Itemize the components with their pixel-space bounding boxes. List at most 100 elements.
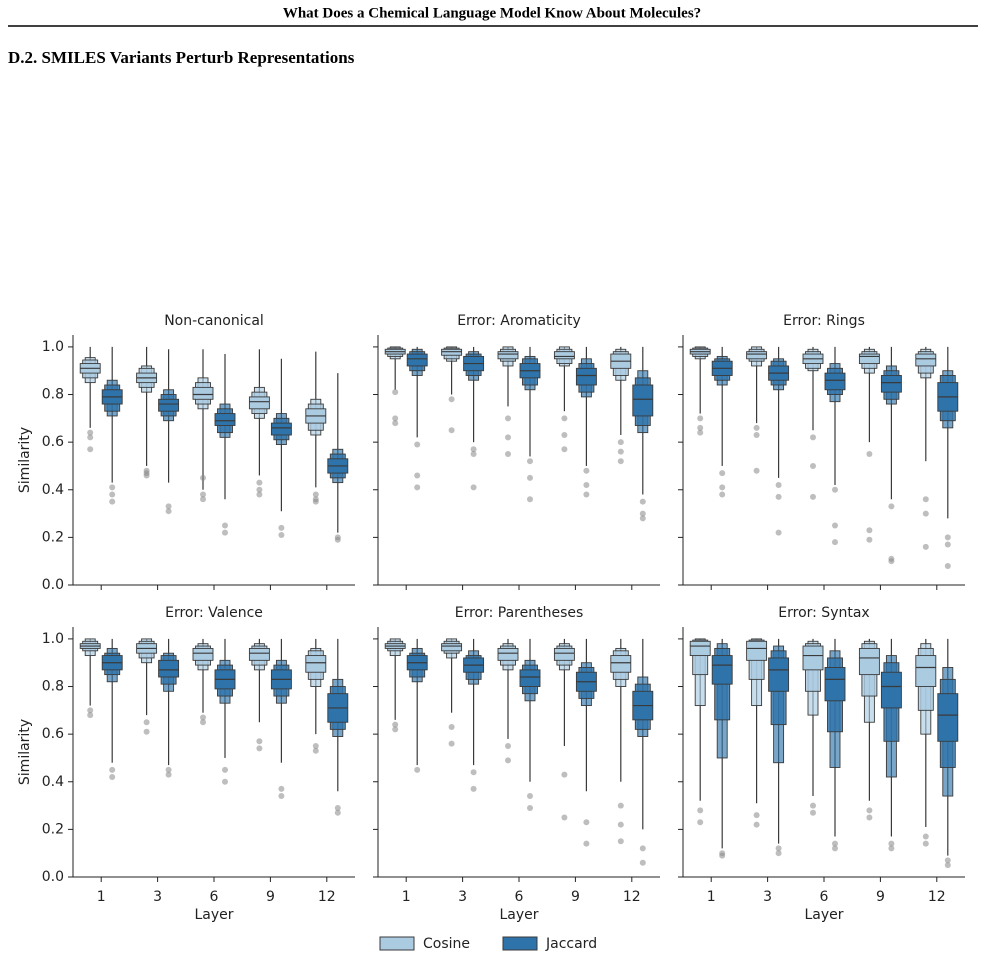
outlier <box>470 769 477 776</box>
outlier <box>278 785 285 792</box>
outlier <box>697 429 704 436</box>
letter-value-box <box>192 647 214 661</box>
outlier <box>527 474 533 481</box>
outlier <box>200 714 206 721</box>
outlier <box>719 484 726 491</box>
y-tick-label: 0.8 <box>42 679 64 695</box>
outlier <box>334 536 341 543</box>
letter-value-box <box>610 655 632 673</box>
letter-value-box <box>214 413 236 426</box>
outlier <box>392 726 399 733</box>
x-tick-label: 1 <box>97 889 106 905</box>
y-axis-label: Similarity <box>17 719 33 785</box>
outlier <box>832 845 838 852</box>
x-tick-label: 12 <box>623 889 641 905</box>
outlier <box>810 462 816 469</box>
outlier <box>256 491 263 498</box>
letter-value-box <box>497 647 519 661</box>
panel-title: Error: Syntax <box>778 605 869 621</box>
outlier <box>753 812 760 819</box>
outlier <box>719 491 726 498</box>
x-tick-label: 9 <box>266 889 275 905</box>
panel-title: Error: Valence <box>165 605 263 621</box>
x-tick-label: 9 <box>571 889 580 905</box>
outlier <box>639 515 646 522</box>
outlier <box>697 819 704 826</box>
outlier <box>832 840 838 847</box>
outlier <box>414 441 421 448</box>
outlier <box>334 804 341 811</box>
outlier <box>448 724 455 730</box>
outlier <box>639 845 646 852</box>
x-tick-label: 3 <box>458 889 467 905</box>
outlier <box>392 420 399 427</box>
outlier <box>312 747 319 754</box>
outlier <box>256 745 263 752</box>
outlier <box>832 486 838 493</box>
outlier <box>617 802 624 809</box>
outlier <box>505 451 511 458</box>
outlier <box>87 446 94 453</box>
outlier <box>810 802 816 809</box>
outlier <box>109 484 116 491</box>
outlier <box>109 766 116 773</box>
x-tick-label: 12 <box>318 889 336 905</box>
outlier <box>392 389 399 396</box>
letter-value-box <box>441 643 463 652</box>
outlier <box>775 482 782 488</box>
x-tick-label: 6 <box>820 889 829 905</box>
y-tick-label: 0.2 <box>42 821 64 837</box>
outlier <box>414 472 421 479</box>
x-tick-label: 1 <box>707 889 716 905</box>
outlier <box>256 738 263 745</box>
letter-value-box <box>497 351 519 360</box>
outlier <box>617 439 624 446</box>
letter-value-box <box>689 640 711 657</box>
outlier <box>312 743 319 750</box>
panel: Non-canonical 0.0 0.2 0.4 0.6 0.8 1.0 Similarit… <box>17 313 355 593</box>
outlier <box>165 766 172 773</box>
panel: Error: Aromaticity <box>373 313 660 590</box>
outlier <box>810 493 816 500</box>
letter-value-box <box>158 659 180 678</box>
outlier <box>888 840 895 847</box>
outlier <box>392 415 399 422</box>
x-axis-label: Layer <box>194 907 233 923</box>
outlier <box>200 474 206 481</box>
outlier <box>527 804 533 811</box>
outlier <box>278 532 285 538</box>
outlier <box>200 496 206 503</box>
outlier <box>448 396 455 403</box>
outlier <box>775 845 782 852</box>
outlier <box>697 807 704 814</box>
letter-value-box <box>270 422 292 436</box>
outlier <box>414 484 421 491</box>
panel-title: Error: Rings <box>783 313 865 329</box>
outlier <box>109 774 116 780</box>
legend-label: Cosine <box>423 936 470 952</box>
y-tick-label: 1.0 <box>42 339 64 355</box>
outlier <box>561 415 568 422</box>
outlier <box>143 728 150 735</box>
outlier <box>143 472 150 479</box>
outlier <box>719 852 726 859</box>
x-axis-label: Layer <box>804 907 843 923</box>
outlier <box>866 814 873 821</box>
outlier <box>832 522 838 529</box>
panel: Error: Valence 0.0 0.2 0.4 0.6 0.8 1.0 Similari… <box>17 605 355 923</box>
outlier <box>922 840 929 847</box>
outlier <box>888 558 895 565</box>
outlier <box>922 833 929 840</box>
outlier <box>944 534 951 541</box>
letter-value-box <box>746 640 768 661</box>
legend-swatch <box>502 936 538 951</box>
panel: Error: Rings <box>678 313 965 590</box>
outlier <box>617 821 624 828</box>
outlier <box>448 740 455 747</box>
outlier <box>561 432 568 438</box>
outlier <box>87 712 94 719</box>
y-tick-label: 0.0 <box>42 577 64 593</box>
letter-value-box <box>915 655 937 687</box>
outlier <box>866 536 873 543</box>
